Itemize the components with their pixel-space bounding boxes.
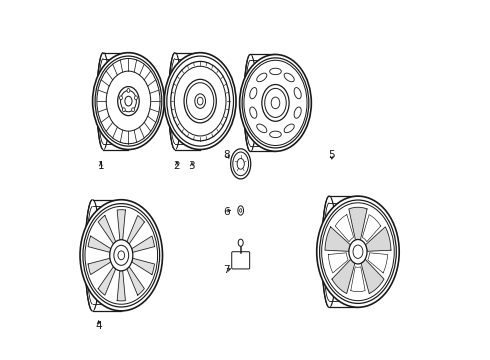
Polygon shape (88, 258, 111, 275)
Text: 6: 6 (223, 207, 230, 217)
Ellipse shape (349, 239, 367, 264)
Text: 7: 7 (223, 265, 230, 275)
Ellipse shape (250, 107, 257, 118)
Text: 2: 2 (173, 161, 180, 171)
Ellipse shape (284, 73, 294, 82)
Ellipse shape (294, 107, 301, 118)
Ellipse shape (93, 53, 164, 149)
Ellipse shape (271, 97, 280, 109)
Ellipse shape (257, 73, 267, 82)
Polygon shape (247, 54, 275, 151)
Ellipse shape (132, 108, 135, 112)
Polygon shape (88, 236, 111, 252)
Ellipse shape (238, 239, 243, 246)
Ellipse shape (169, 53, 181, 149)
Ellipse shape (120, 96, 122, 100)
Polygon shape (328, 253, 348, 273)
Ellipse shape (114, 245, 129, 265)
Ellipse shape (197, 97, 203, 105)
Ellipse shape (184, 79, 216, 123)
Polygon shape (325, 196, 358, 307)
Ellipse shape (174, 66, 226, 136)
Ellipse shape (125, 96, 132, 106)
Ellipse shape (118, 251, 124, 260)
Polygon shape (89, 200, 122, 311)
FancyBboxPatch shape (232, 252, 250, 269)
Polygon shape (332, 259, 355, 293)
Polygon shape (98, 215, 116, 244)
Ellipse shape (233, 152, 248, 176)
Ellipse shape (171, 62, 230, 141)
Text: 1: 1 (98, 161, 104, 171)
Polygon shape (361, 259, 384, 293)
Text: 8: 8 (223, 150, 230, 160)
Ellipse shape (240, 54, 311, 151)
Ellipse shape (270, 131, 281, 138)
Ellipse shape (118, 87, 139, 116)
Text: 4: 4 (96, 321, 102, 330)
Ellipse shape (244, 54, 257, 151)
Ellipse shape (294, 87, 301, 99)
Ellipse shape (231, 149, 251, 179)
Ellipse shape (240, 209, 242, 212)
Ellipse shape (238, 206, 244, 215)
Ellipse shape (121, 90, 136, 112)
Polygon shape (349, 207, 367, 240)
Ellipse shape (270, 68, 281, 75)
Polygon shape (127, 267, 145, 295)
Ellipse shape (80, 200, 163, 311)
Ellipse shape (244, 60, 307, 145)
Ellipse shape (322, 196, 337, 307)
Ellipse shape (284, 124, 294, 132)
Polygon shape (362, 215, 381, 242)
Ellipse shape (237, 158, 245, 169)
Ellipse shape (257, 124, 267, 132)
Ellipse shape (127, 89, 130, 93)
Ellipse shape (85, 200, 100, 311)
Polygon shape (366, 227, 391, 251)
Polygon shape (117, 210, 125, 240)
Ellipse shape (110, 240, 133, 271)
Polygon shape (127, 215, 145, 244)
Ellipse shape (353, 245, 363, 258)
Ellipse shape (164, 53, 236, 149)
Ellipse shape (262, 85, 289, 121)
Text: 3: 3 (189, 161, 195, 171)
Ellipse shape (265, 88, 286, 117)
Text: 5: 5 (328, 150, 335, 160)
Ellipse shape (317, 196, 399, 307)
Polygon shape (368, 253, 388, 273)
Polygon shape (172, 53, 200, 149)
Polygon shape (132, 258, 154, 275)
Ellipse shape (122, 108, 125, 112)
Polygon shape (335, 215, 354, 242)
Ellipse shape (250, 87, 257, 99)
Ellipse shape (187, 83, 214, 120)
Polygon shape (325, 227, 350, 251)
Ellipse shape (97, 53, 110, 149)
Polygon shape (100, 53, 128, 149)
Polygon shape (98, 267, 116, 295)
Ellipse shape (195, 94, 205, 108)
Ellipse shape (135, 96, 137, 100)
Polygon shape (117, 271, 125, 301)
Polygon shape (351, 267, 365, 292)
Polygon shape (132, 236, 154, 252)
